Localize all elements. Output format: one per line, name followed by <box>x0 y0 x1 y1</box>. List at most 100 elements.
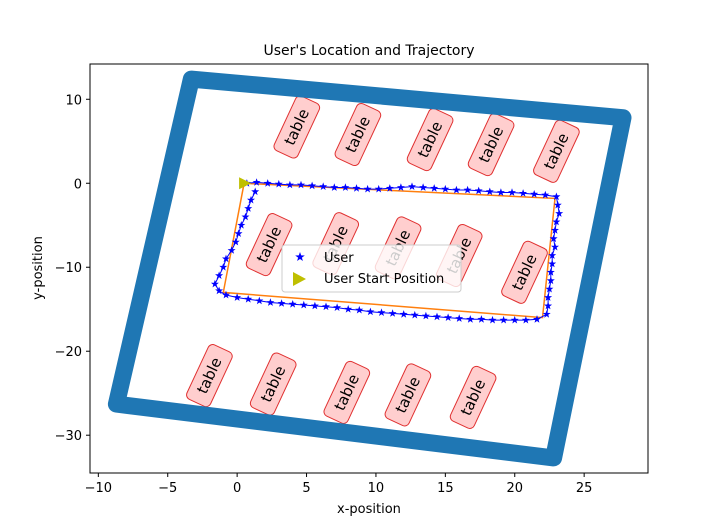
x-tick-label: 10 <box>368 481 385 496</box>
user-point <box>366 307 375 316</box>
x-tick-label: 5 <box>302 481 310 496</box>
chart-title: User's Location and Trajectory <box>263 43 474 59</box>
user-point <box>285 180 294 189</box>
y-tick-label: 0 <box>74 177 82 192</box>
user-point <box>508 188 516 196</box>
y-axis: 10 0 −10 −20 −30 <box>55 93 90 444</box>
user-point <box>551 226 559 234</box>
user-point <box>496 188 505 196</box>
user-point <box>408 182 416 190</box>
user-point <box>234 229 243 237</box>
x-tick-label: 15 <box>437 481 454 496</box>
user-point <box>533 315 541 323</box>
user-point <box>255 296 264 305</box>
y-axis-label: y-position <box>31 236 46 300</box>
user-point <box>548 259 557 268</box>
y-tick-label: −30 <box>55 429 82 444</box>
user-point <box>363 184 372 193</box>
user-point <box>319 182 328 190</box>
user-point <box>227 246 236 254</box>
user-point <box>419 183 428 191</box>
legend-start-label: User Start Position <box>324 272 444 287</box>
user-point <box>310 301 319 310</box>
x-tick-label: 25 <box>576 481 593 496</box>
table-box <box>249 352 297 416</box>
x-tick-label: −5 <box>158 481 177 496</box>
table-marker: table <box>186 344 233 408</box>
planned-path-line <box>222 182 556 319</box>
user-point <box>477 315 486 323</box>
y-tick-label: 10 <box>65 93 82 108</box>
boundary-line <box>107 70 632 467</box>
user-point <box>388 309 397 317</box>
user-point <box>277 299 286 307</box>
user-point <box>544 293 553 301</box>
user-point <box>510 315 519 324</box>
legend-user-star <box>295 252 305 261</box>
user-point <box>444 313 453 321</box>
user-point <box>452 185 461 194</box>
user-point <box>441 184 450 193</box>
table-box <box>334 102 382 167</box>
user-point <box>499 315 508 324</box>
table-box <box>406 108 454 172</box>
user-point <box>530 190 539 198</box>
user-point <box>433 312 441 321</box>
x-axis-label: x-position <box>337 502 401 517</box>
y-tick-label: −10 <box>55 261 82 276</box>
x-tick-label: 20 <box>506 481 523 496</box>
user-point <box>385 184 394 192</box>
plot-border <box>89 63 649 474</box>
user-point <box>553 200 562 209</box>
user-point <box>252 178 261 186</box>
user-point <box>474 186 483 195</box>
user-point <box>263 179 272 187</box>
user-point <box>410 310 419 319</box>
user-point <box>274 179 283 188</box>
table-box <box>384 363 432 427</box>
user-point <box>463 185 472 194</box>
user-point <box>552 217 561 226</box>
user-point <box>555 209 564 217</box>
user-point <box>485 187 494 196</box>
table-box <box>245 213 293 277</box>
user-point <box>352 184 361 192</box>
x-tick-label: −10 <box>85 481 112 496</box>
legend-user-label: User <box>324 251 354 266</box>
user-point <box>544 301 553 310</box>
table-box <box>533 119 580 183</box>
table-box <box>467 113 515 177</box>
user-point <box>430 184 439 192</box>
legend: User User Start Position <box>281 244 462 293</box>
user-point <box>545 284 554 293</box>
table-box <box>273 95 321 159</box>
legend-start-triangle <box>293 272 306 286</box>
user-point <box>355 305 364 314</box>
user-start-point <box>239 177 252 190</box>
user-point <box>299 300 308 309</box>
user-point <box>421 311 430 320</box>
user-point <box>541 190 550 199</box>
user-point <box>222 290 230 299</box>
table-box <box>449 365 497 429</box>
legend-box <box>281 244 462 293</box>
user-point <box>466 315 475 323</box>
user-point <box>244 204 253 212</box>
user-point <box>288 300 297 308</box>
user-point <box>322 302 330 311</box>
x-tick-label: 0 <box>233 481 241 496</box>
user-point <box>215 286 224 295</box>
user-point <box>521 315 530 324</box>
legend-start-marker <box>293 272 306 286</box>
user-point <box>399 310 408 318</box>
user-point <box>297 180 305 189</box>
user-point <box>233 293 242 301</box>
user-point <box>215 271 224 279</box>
user-point <box>210 279 219 288</box>
table-box <box>323 360 371 424</box>
user-point <box>330 183 339 191</box>
x-axis: −10 −5 0 5 10 15 20 25 <box>85 473 593 496</box>
user-point <box>219 263 228 271</box>
